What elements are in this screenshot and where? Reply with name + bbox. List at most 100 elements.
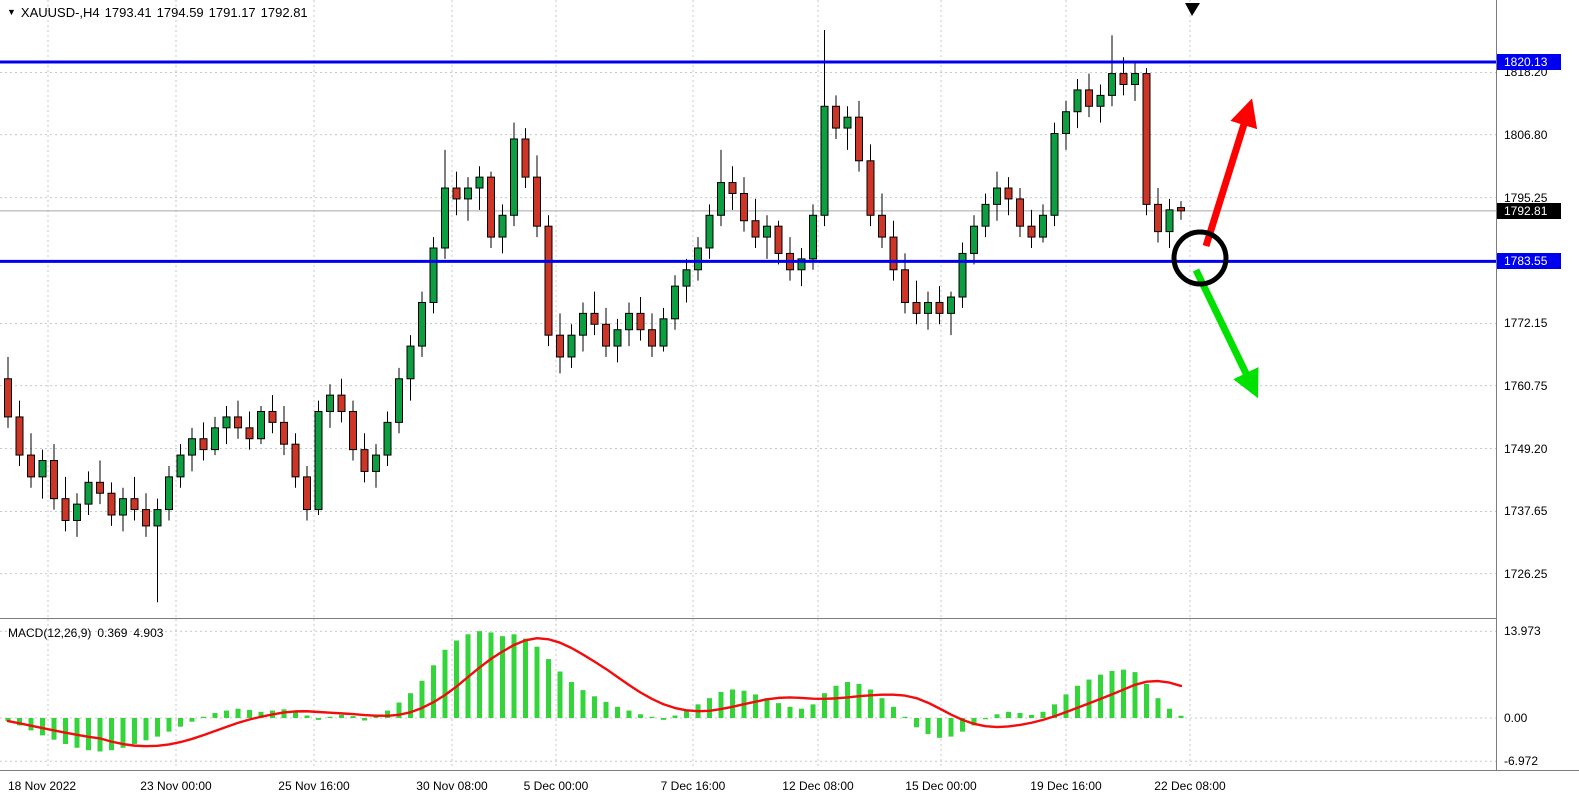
macd-histogram-bar xyxy=(373,716,379,718)
bullish-candle xyxy=(682,269,691,287)
macd-histogram-bar xyxy=(1040,711,1046,718)
chart-shift-marker-icon[interactable] xyxy=(1185,3,1200,16)
macd-histogram-bar xyxy=(51,718,57,740)
bullish-candle xyxy=(475,176,484,189)
bearish-candle xyxy=(1154,203,1162,233)
bearish-scenario-arrow[interactable] xyxy=(1192,268,1259,399)
bullish-candle xyxy=(314,410,323,511)
symbol-dropdown-triangle-icon[interactable]: ▼ xyxy=(7,7,16,17)
macd-histogram-bar xyxy=(764,698,770,718)
macd-histogram-bar xyxy=(247,709,252,718)
macd-histogram-bar xyxy=(454,640,459,718)
macd-histogram-bar xyxy=(143,718,149,741)
bullish-candle xyxy=(613,329,622,347)
bullish-candle xyxy=(211,427,219,451)
price-axis-label: 1772.15 xyxy=(1504,316,1548,331)
bearish-candle xyxy=(544,225,553,336)
macd-histogram-bar xyxy=(40,718,45,736)
bearish-candle xyxy=(912,301,921,314)
bullish-candle xyxy=(1131,73,1139,85)
price-axis-label: 1726.25 xyxy=(1504,566,1548,581)
bullish-candle xyxy=(970,225,978,254)
macd-histogram-bar xyxy=(626,710,632,718)
bullish-candle xyxy=(429,247,438,303)
macd-histogram-bar xyxy=(534,646,540,718)
bullish-candle xyxy=(372,454,380,472)
macd-name: MACD(12,26,9) xyxy=(8,626,92,640)
bullish-candle xyxy=(257,410,265,440)
bullish-candle xyxy=(153,509,162,527)
macd-histogram-bar xyxy=(615,706,620,718)
macd-histogram-bar xyxy=(1063,694,1069,718)
bearish-candle xyxy=(1085,89,1093,107)
macd-histogram-bar xyxy=(385,710,390,718)
time-axis-label: 12 Dec 08:00 xyxy=(782,779,854,793)
time-axis-label: 15 Dec 00:00 xyxy=(905,779,977,793)
panel-separator[interactable] xyxy=(0,618,1579,619)
current-price-tag: 1792.81 xyxy=(1497,202,1561,219)
bearish-candle xyxy=(234,416,242,429)
highlight-circle[interactable] xyxy=(1171,229,1229,287)
bearish-candle xyxy=(1119,73,1128,85)
symbol-timeframe-label: XAUUSD-,H4 xyxy=(20,5,100,20)
bullish-candle xyxy=(717,182,725,216)
macd-histogram-bar xyxy=(868,689,873,718)
bearish-candle xyxy=(199,438,208,451)
bearish-candle xyxy=(901,269,909,303)
bullish-candle xyxy=(326,394,334,412)
macd-histogram-bar xyxy=(1006,711,1011,718)
bullish-scenario-arrow[interactable] xyxy=(1202,98,1258,248)
price-chart-canvas[interactable] xyxy=(0,0,1496,618)
macd-histogram-bar xyxy=(523,638,528,718)
bearish-candle xyxy=(935,301,944,314)
macd-histogram-bar xyxy=(845,682,850,718)
bullish-candle xyxy=(38,460,47,478)
bullish-candle xyxy=(763,225,771,238)
bearish-candle xyxy=(349,410,357,451)
time-axis-label: 5 Dec 00:00 xyxy=(523,779,589,793)
bullish-candle xyxy=(165,476,173,511)
macd-histogram-bar xyxy=(1144,683,1149,718)
macd-histogram-bar xyxy=(189,718,195,722)
macd-panel-canvas[interactable] xyxy=(0,619,1496,769)
macd-histogram-bar xyxy=(822,693,827,718)
bullish-candle xyxy=(418,301,426,347)
time-axis-label: 30 Nov 08:00 xyxy=(416,779,488,793)
macd-histogram-bar xyxy=(431,665,436,718)
price-axis-label: 1737.65 xyxy=(1504,504,1548,519)
macd-histogram-bar xyxy=(730,689,735,718)
macd-histogram-bar xyxy=(212,713,218,718)
bearish-candle xyxy=(1016,198,1024,227)
macd-histogram-bar xyxy=(166,718,172,732)
bullish-candle xyxy=(924,301,932,314)
time-axis[interactable]: 18 Nov 2022 23 Nov 00:00 25 Nov 16:00 30 No… xyxy=(0,770,1579,803)
macd-histogram-bar xyxy=(661,718,666,720)
macd-histogram-bar xyxy=(546,659,551,718)
bullish-candle xyxy=(464,187,472,200)
macd-histogram-bar xyxy=(557,671,563,718)
macd-histogram-bar xyxy=(580,690,586,718)
bearish-candle xyxy=(96,481,104,494)
bearish-candle xyxy=(602,323,610,347)
macd-histogram-bar xyxy=(396,702,402,718)
price-axis[interactable]: 1818.20 1806.80 1795.25 1772.15 1760.75 1749.… xyxy=(1496,0,1579,770)
bullish-candle xyxy=(498,214,507,238)
bearish-candle xyxy=(360,449,369,472)
macd-histogram-bar xyxy=(1086,679,1092,718)
bearish-candle xyxy=(245,427,254,440)
bullish-candle xyxy=(441,187,449,249)
chart-ohlc-header: ▼ XAUUSD-,H4 1793.41 1794.59 1791.17 179… xyxy=(7,5,308,20)
bullish-candle xyxy=(993,187,1001,205)
macd-histogram-bar xyxy=(1075,685,1080,718)
macd-histogram-bar xyxy=(419,680,425,718)
bearish-candle xyxy=(4,378,12,418)
bullish-candle xyxy=(671,285,679,320)
time-axis-label: 23 Nov 00:00 xyxy=(140,779,212,793)
bullish-candle xyxy=(843,116,852,129)
macd-histogram-bar xyxy=(902,716,908,718)
macd-histogram-bar xyxy=(937,718,942,738)
macd-histogram-bar xyxy=(960,718,965,732)
bearish-candle xyxy=(774,225,783,254)
macd-histogram-bar xyxy=(569,682,574,718)
